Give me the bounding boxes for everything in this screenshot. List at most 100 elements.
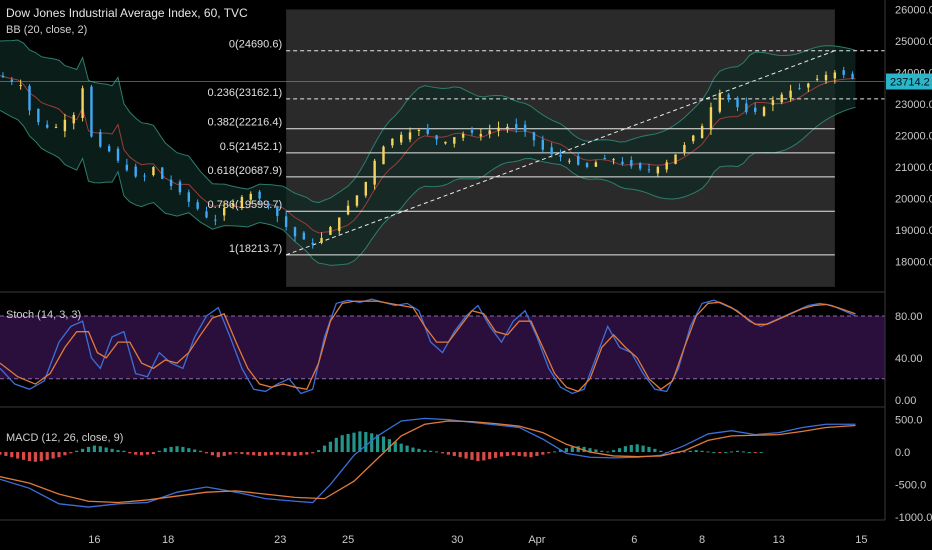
macd-histogram-bar bbox=[51, 452, 55, 459]
macd-histogram-bar bbox=[452, 452, 456, 456]
macd-histogram-bar bbox=[488, 452, 492, 460]
macd-histogram-bar bbox=[535, 452, 539, 456]
macd-histogram-bar bbox=[376, 434, 380, 453]
price-tick-label: 25000.0 bbox=[895, 36, 932, 48]
macd-histogram-bar bbox=[33, 452, 37, 462]
candle-body bbox=[453, 137, 456, 144]
candle-body bbox=[683, 145, 686, 153]
candle-body bbox=[833, 72, 837, 79]
x-tick-label: 25 bbox=[342, 534, 354, 546]
macd-histogram-bar bbox=[293, 452, 297, 456]
macd-tick-label: -1000.0 bbox=[895, 512, 932, 524]
macd-histogram-bar bbox=[199, 450, 203, 453]
candle-body bbox=[745, 103, 748, 112]
candle-body bbox=[470, 130, 474, 133]
candle-body bbox=[780, 94, 783, 103]
macd-histogram-bar bbox=[759, 452, 763, 454]
macd-histogram-bar bbox=[104, 447, 108, 453]
macd-histogram-bar bbox=[635, 444, 639, 453]
macd-histogram-bar bbox=[134, 452, 138, 455]
candle-body bbox=[479, 133, 483, 137]
candle-body bbox=[373, 160, 376, 185]
candle-body bbox=[54, 126, 58, 128]
macd-histogram-bar bbox=[417, 448, 421, 453]
x-tick-label: 13 bbox=[773, 534, 785, 546]
price-tick-label: 26000.0 bbox=[895, 4, 932, 16]
stoch-d-line bbox=[0, 300, 856, 393]
macd-histogram-bar bbox=[281, 452, 285, 455]
candle-body bbox=[178, 181, 182, 193]
candle-body bbox=[240, 197, 244, 208]
macd-histogram-bar bbox=[0, 452, 2, 455]
macd-histogram-bar bbox=[305, 452, 309, 455]
macd-histogram-bar bbox=[322, 445, 327, 453]
candle-body bbox=[612, 159, 615, 161]
macd-histogram-bar bbox=[476, 452, 480, 462]
candle-body bbox=[550, 147, 553, 155]
macd-histogram-bar bbox=[606, 451, 610, 453]
candle-body bbox=[302, 232, 306, 240]
macd-histogram-bar bbox=[718, 452, 722, 454]
macd-histogram-bar bbox=[564, 448, 568, 453]
macd-histogram-bar bbox=[700, 450, 704, 453]
macd-histogram-bar bbox=[122, 450, 126, 453]
macd-histogram-bar bbox=[541, 452, 545, 455]
macd-histogram-bar bbox=[145, 452, 150, 455]
macd-histogram-bar bbox=[163, 448, 167, 453]
stochastic-label: Stoch (14, 3, 3) bbox=[6, 309, 82, 321]
candle-body bbox=[426, 127, 429, 134]
macd-histogram-bar bbox=[464, 452, 468, 459]
candle-body bbox=[674, 154, 677, 164]
candle-body bbox=[187, 192, 190, 202]
macd-histogram-bar bbox=[63, 452, 67, 456]
candle-body bbox=[293, 227, 297, 237]
macd-line bbox=[0, 417, 856, 508]
macd-histogram-bar bbox=[69, 452, 73, 454]
stoch-panel[interactable] bbox=[0, 298, 885, 395]
macd-histogram-bar bbox=[393, 441, 397, 453]
bollinger-label: BB (20, close, 2) bbox=[6, 24, 88, 36]
candle-body bbox=[568, 160, 571, 162]
candle-body bbox=[169, 179, 173, 186]
macd-histogram-bar bbox=[98, 446, 102, 453]
candle-body bbox=[258, 191, 261, 199]
candle-body bbox=[81, 88, 84, 118]
macd-histogram-bar bbox=[275, 452, 279, 455]
macd-histogram-bar bbox=[328, 441, 332, 453]
candle-body bbox=[621, 161, 624, 164]
macd-histogram-bar bbox=[446, 452, 450, 455]
candle-body bbox=[63, 119, 67, 132]
candle-body bbox=[506, 126, 509, 129]
candle-body bbox=[585, 163, 589, 168]
candle-body bbox=[391, 138, 394, 146]
macd-histogram-bar bbox=[741, 451, 745, 453]
candle-body bbox=[444, 141, 447, 144]
candle-body bbox=[231, 203, 235, 206]
macd-histogram-bar bbox=[612, 450, 616, 453]
macd-signal-line bbox=[0, 420, 856, 504]
macd-histogram-bar bbox=[222, 452, 226, 456]
macd-histogram-bar bbox=[240, 452, 244, 454]
macd-histogram-bar bbox=[86, 446, 91, 453]
candle-body bbox=[338, 217, 341, 231]
candle-body bbox=[205, 211, 208, 218]
candle-body bbox=[214, 219, 217, 221]
macd-histogram-bar bbox=[128, 452, 132, 454]
macd-panel[interactable] bbox=[0, 417, 856, 508]
macd-histogram-bar bbox=[494, 452, 498, 458]
candle-body bbox=[842, 70, 845, 75]
macd-histogram-bar bbox=[340, 435, 344, 453]
macd-histogram-bar bbox=[151, 452, 155, 454]
macd-histogram-bar bbox=[547, 452, 551, 454]
price-panel[interactable]: 0(24690.6) 0.236(23162.1) 0.382(22216.4) 0.… bbox=[0, 9, 885, 287]
macd-histogram-bar bbox=[27, 452, 32, 462]
candle-body bbox=[700, 126, 704, 139]
macd-histogram-bar bbox=[517, 452, 521, 456]
candle-body bbox=[90, 86, 93, 137]
macd-histogram-bar bbox=[252, 452, 256, 456]
fib-label: 0.786(19599.7) bbox=[208, 199, 283, 211]
macd-histogram-bar bbox=[747, 452, 751, 454]
x-tick-label: 18 bbox=[162, 534, 174, 546]
